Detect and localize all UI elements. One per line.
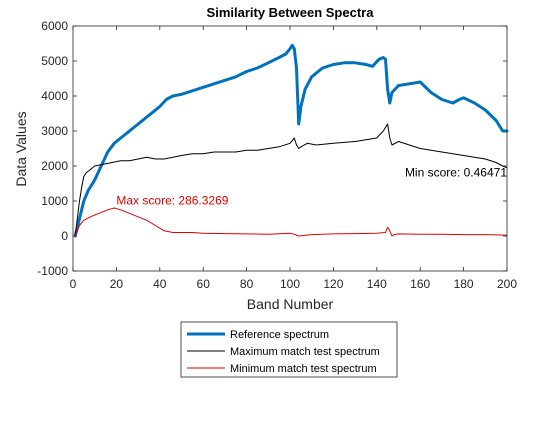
y-axis-label: Data Values [13, 111, 29, 186]
x-axis-label: Band Number [247, 296, 334, 312]
series-line-reference-spectrum [73, 43, 509, 238]
x-tick-label: 100 [280, 277, 300, 291]
x-tick-label: 160 [410, 277, 430, 291]
x-tick-label: 200 [497, 277, 517, 291]
legend-label: Minimum match test spectrum [230, 363, 377, 375]
x-tick-label: 180 [454, 277, 474, 291]
series-line-minimum-match-test-spectrum [74, 207, 508, 237]
plot-area [73, 26, 507, 271]
series-line-maximum-match-test-spectrum [74, 123, 508, 237]
y-tick-label: -1000 [37, 264, 68, 278]
annotation-label: Min score: 0.46471 [405, 166, 507, 180]
x-tick-label: 60 [197, 277, 211, 291]
legend-label: Maximum match test spectrum [230, 346, 380, 358]
x-tick-label: 0 [70, 277, 77, 291]
y-tick-label: 4000 [41, 89, 68, 103]
y-tick-label: 1000 [41, 194, 68, 208]
x-tick-label: 140 [367, 277, 387, 291]
y-tick-label: 6000 [41, 19, 68, 33]
legend-label: Reference spectrum [230, 329, 329, 341]
annotations: Max score: 286.3269 Min score: 0.46471 [116, 166, 507, 208]
y-tick-label: 5000 [41, 54, 68, 68]
x-tick-label: 120 [323, 277, 343, 291]
y-tick-label: 2000 [41, 159, 68, 173]
x-tick-label: 40 [153, 277, 167, 291]
chart-title: Similarity Between Spectra [207, 5, 375, 20]
legend: Reference spectrum Maximum match test spe… [180, 321, 398, 378]
y-axis: -1000 0 1000 2000 3000 4000 5000 6000 [37, 19, 507, 278]
series-layer [73, 43, 509, 238]
plot-frame [72, 25, 508, 272]
annotation-label: Max score: 286.3269 [116, 194, 228, 208]
x-tick-label: 80 [240, 277, 254, 291]
x-tick-label: 20 [110, 277, 124, 291]
y-tick-label: 0 [61, 229, 68, 243]
x-axis: 0 20 40 60 80 100 120 140 160 180 200 [70, 26, 517, 291]
y-tick-label: 3000 [41, 124, 68, 138]
